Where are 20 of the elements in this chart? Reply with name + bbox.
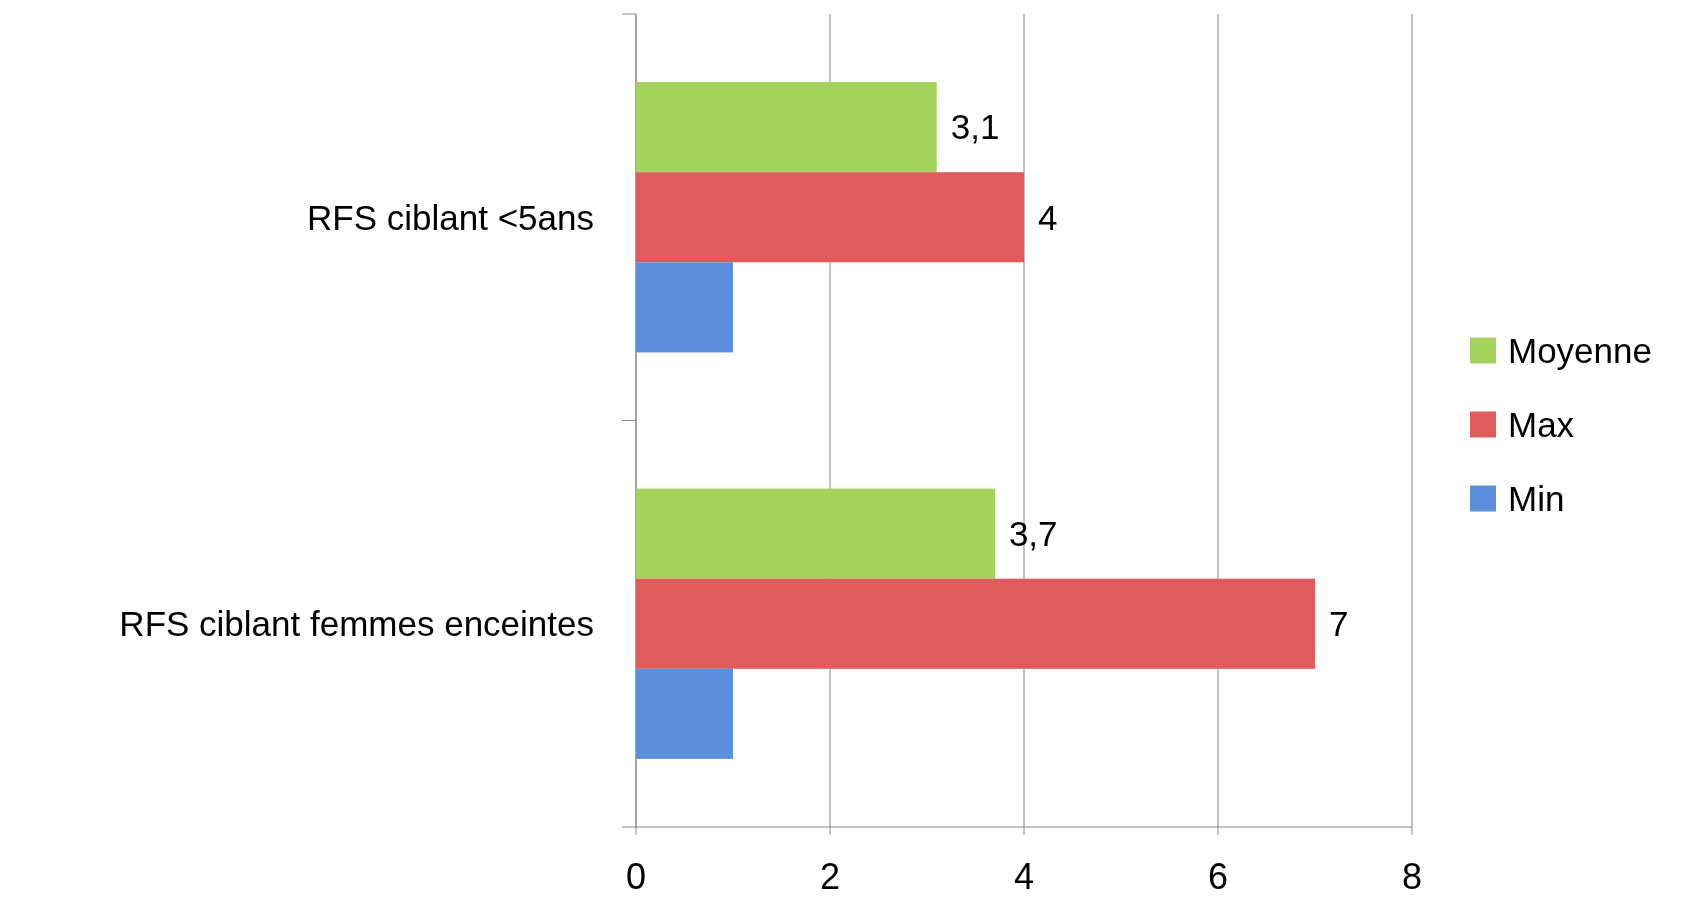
- x-tick-label: 2: [819, 856, 841, 897]
- data-label: 4: [1038, 197, 1058, 237]
- x-tick-label: 8: [1401, 856, 1423, 897]
- bar: [636, 488, 995, 579]
- data-label: 7: [1329, 604, 1349, 643]
- legend-label: Moyenne: [1508, 330, 1652, 370]
- legend-label: Max: [1508, 404, 1575, 444]
- bar: [636, 82, 937, 173]
- y-tick-label: RFS ciblant <5ans: [307, 197, 594, 237]
- bar: [636, 262, 733, 353]
- legend-label: Min: [1508, 478, 1565, 518]
- x-tick-label: 6: [1207, 856, 1229, 897]
- bar: [636, 578, 1315, 669]
- data-label: 3,1: [950, 107, 1000, 147]
- y-tick-label: RFS ciblant femmes enceintes: [119, 604, 594, 643]
- bar: [636, 668, 733, 759]
- x-tick-label: 0: [625, 856, 647, 897]
- bar: [636, 172, 1024, 263]
- x-tick-label: 4: [1013, 856, 1035, 897]
- data-label: 3,7: [1008, 513, 1058, 553]
